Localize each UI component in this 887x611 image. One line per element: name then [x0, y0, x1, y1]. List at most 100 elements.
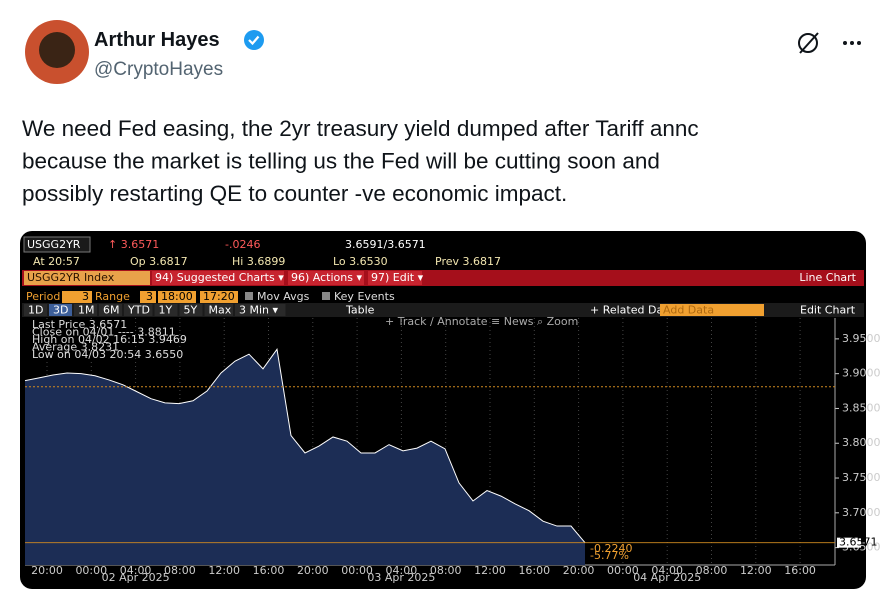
- y-tick-label: 3.7500: [842, 471, 881, 484]
- terminal-text: Average 3.8231: [32, 341, 119, 354]
- x-tick-label: 04:00: [386, 564, 418, 577]
- x-tick-label: 12:00: [474, 564, 506, 577]
- menu-button[interactable]: [152, 271, 284, 285]
- tweet-line: because the market is telling us the Fed…: [22, 149, 660, 174]
- terminal-text: Prev 3.6817: [435, 255, 501, 268]
- checkbox: [245, 292, 253, 300]
- x-tick-label: 00:00: [341, 564, 373, 577]
- x-tick-label: 04:00: [120, 564, 152, 577]
- checkbox: [322, 292, 330, 300]
- x-tick-label: 20:00: [563, 564, 595, 577]
- x-date-label: 03 Apr 2025: [367, 571, 435, 584]
- author-handle[interactable]: @CryptoHayes: [94, 59, 223, 80]
- verified-badge: [244, 30, 264, 50]
- terminal-text: Range: [95, 290, 130, 303]
- terminal-text: Hi 3.6899: [232, 255, 285, 268]
- x-date-label: 04 Apr 2025: [633, 571, 701, 584]
- terminal-text: Period: [26, 290, 60, 303]
- terminal-text: YTD: [127, 304, 150, 317]
- terminal-text: + Track ∕ Annotate ≡ News ⌕ Zoom: [385, 315, 578, 328]
- terminal-text: 3D: [53, 304, 68, 317]
- terminal-text: 94) Suggested Charts ▾: [155, 271, 284, 284]
- x-tick-label: 08:00: [696, 564, 728, 577]
- terminal-text: Low on 04/03 20:54 3.6550: [32, 348, 183, 361]
- terminal-text: High on 04/02 16:15 3.9469: [32, 333, 187, 346]
- terminal-text: 3: [82, 290, 89, 303]
- terminal-text: + Related Data: [590, 304, 674, 317]
- more-menu[interactable]: [843, 41, 861, 45]
- terminal-text: 1Y: [159, 304, 173, 317]
- terminal-text: USGG2YR: [27, 238, 81, 251]
- period-button[interactable]: [24, 304, 47, 316]
- field: [200, 291, 238, 303]
- author-name[interactable]: Arthur Hayes: [94, 29, 220, 51]
- terminal-text: Lo 3.6530: [333, 255, 388, 268]
- period-button[interactable]: [235, 304, 286, 316]
- tweet-text: We need Fed easing, the 2yr treasury yie…: [22, 116, 699, 206]
- x-tick-label: 08:00: [430, 564, 462, 577]
- x-tick-label: 00:00: [75, 564, 107, 577]
- terminal-text: Table: [345, 304, 375, 317]
- period-button[interactable]: [99, 304, 122, 316]
- add-data-field: [660, 304, 764, 316]
- period-button[interactable]: [154, 304, 178, 316]
- menu-button[interactable]: [288, 271, 364, 285]
- terminal-text: Max: [209, 304, 232, 317]
- y-tick-label: 3.9000: [842, 367, 881, 380]
- terminal-text: ↑ 3.6571: [108, 238, 159, 251]
- tweet-line: possibly restarting QE to counter -ve ec…: [22, 181, 567, 206]
- period-button[interactable]: [179, 304, 203, 316]
- terminal-text: Close on 04/01 ---- 3.8811: [32, 326, 176, 339]
- grok-icon[interactable]: [798, 33, 818, 53]
- terminal-text: 96) Actions ▾: [291, 271, 362, 284]
- field: [140, 291, 156, 303]
- terminal-text: Mov Avgs: [257, 290, 310, 303]
- terminal-text: USGG2YR Index: [27, 271, 115, 284]
- legend-box: [28, 320, 110, 360]
- terminal-text: 18:00: [161, 290, 193, 303]
- terminal-text: 3 Min ▾: [239, 304, 279, 317]
- price-line: [24, 348, 586, 544]
- x-tick-label: 16:00: [518, 564, 550, 577]
- x-tick-label: 00:00: [607, 564, 639, 577]
- x-date-label: 02 Apr 2025: [102, 571, 170, 584]
- x-tick-label: 16:00: [784, 564, 816, 577]
- terminal-text: Op 3.6817: [130, 255, 188, 268]
- terminal-text: -.0246: [225, 238, 260, 251]
- terminal-text: -5.77%: [590, 549, 629, 562]
- y-tick-label: 3.7000: [842, 506, 881, 519]
- terminal-text: Last Price 3.6571: [32, 318, 127, 331]
- terminal-text: Key Events: [334, 290, 395, 303]
- ticker-box: [23, 236, 91, 253]
- x-tick-label: 08:00: [164, 564, 196, 577]
- terminal-text: -0.2240: [590, 542, 632, 555]
- x-tick-label: 12:00: [740, 564, 772, 577]
- period-button[interactable]: [74, 304, 97, 316]
- last-box: [837, 537, 861, 548]
- terminal-text: 5Y: [184, 304, 198, 317]
- grok-slash: [799, 32, 819, 54]
- period-button[interactable]: [204, 304, 234, 316]
- x-tick-label: 16:00: [253, 564, 285, 577]
- avatar-face: [39, 32, 75, 68]
- period-button[interactable]: [49, 304, 72, 316]
- x-tick-label: 12:00: [208, 564, 240, 577]
- y-tick-label: 3.9500: [842, 332, 881, 345]
- menu-button[interactable]: [368, 271, 422, 285]
- field: [62, 291, 92, 303]
- y-tick-label: 3.8500: [842, 401, 881, 414]
- terminal-text: 6M: [103, 304, 120, 317]
- field: [158, 291, 196, 303]
- tweet-line: We need Fed easing, the 2yr treasury yie…: [22, 116, 699, 141]
- x-tick-label: 20:00: [297, 564, 329, 577]
- terminal-text: 3.6571: [839, 536, 878, 549]
- period-button[interactable]: [124, 304, 153, 316]
- terminal-text: 97) Edit ▾: [371, 271, 424, 284]
- x-tick-label: 04:00: [651, 564, 683, 577]
- terminal-text: Edit Chart: [800, 304, 856, 317]
- x-tick-label: 20:00: [31, 564, 63, 577]
- terminal-text: Add Data: [663, 304, 714, 317]
- terminal-text: 3.6591/3.6571: [345, 238, 426, 251]
- terminal-text: Line Chart: [799, 271, 856, 284]
